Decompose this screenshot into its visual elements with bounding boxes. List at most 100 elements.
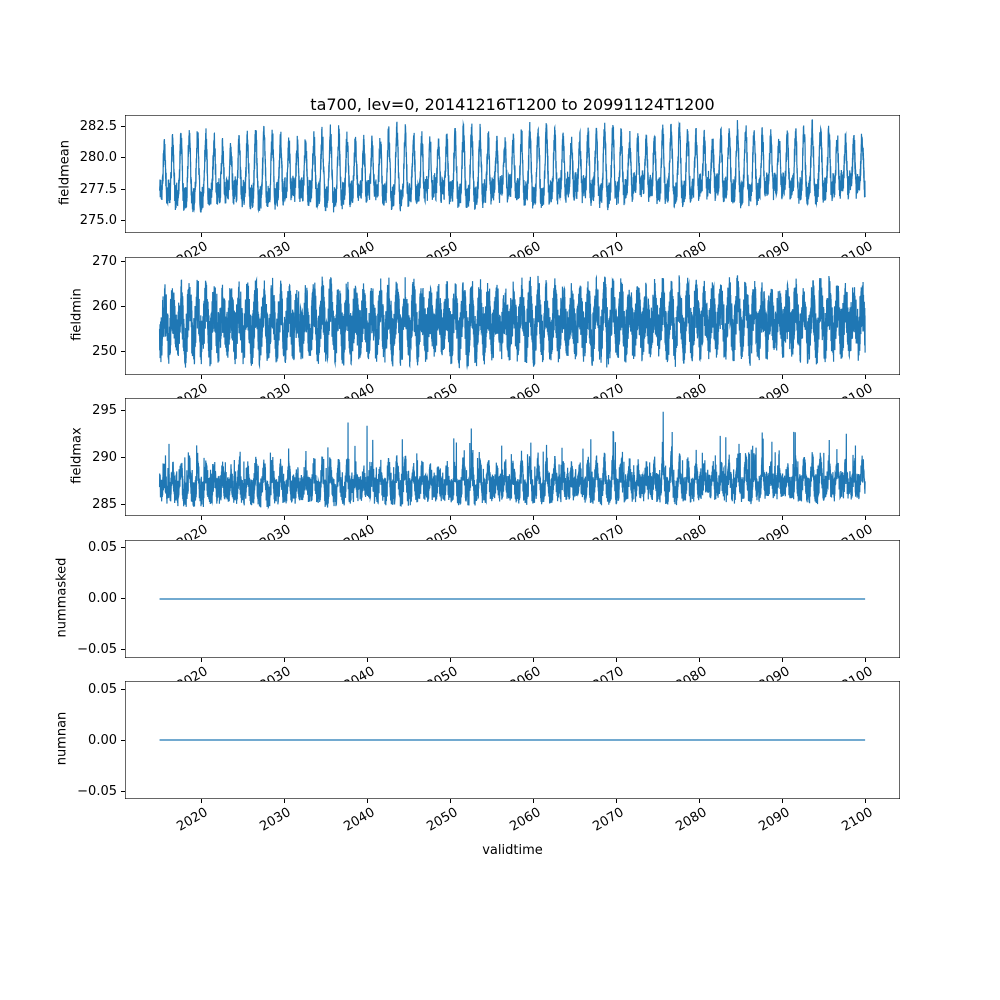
- x-tick: [450, 233, 452, 237]
- y-tick: [121, 306, 125, 308]
- y-tick: [121, 125, 125, 127]
- y-tick: [121, 598, 125, 600]
- x-axis-label: validtime: [482, 843, 543, 858]
- x-tick: [782, 799, 784, 804]
- plot-canvas-fieldmax: [125, 398, 900, 517]
- x-tick: [865, 799, 867, 804]
- x-tick: [450, 657, 452, 662]
- x-tick: [450, 374, 452, 379]
- x-tick: [450, 799, 452, 804]
- y-tick: [121, 261, 125, 263]
- x-tick-label: 2070: [590, 805, 627, 835]
- x-tick: [533, 374, 535, 379]
- x-tick: [699, 657, 701, 662]
- x-tick: [283, 516, 285, 521]
- x-tick-label: 2060: [507, 805, 544, 835]
- y-tick-label: 277.5: [79, 181, 117, 197]
- x-tick: [200, 233, 202, 237]
- x-tick: [533, 657, 535, 662]
- y-tick-label: −0.05: [77, 783, 117, 799]
- plot-canvas-nummasked: [125, 539, 900, 658]
- y-tick: [121, 547, 125, 549]
- y-tick-label: −0.05: [77, 642, 117, 658]
- x-tick: [782, 374, 784, 379]
- y-tick-label: 275.0: [79, 212, 117, 228]
- x-tick: [616, 657, 618, 662]
- x-tick: [200, 799, 202, 804]
- y-tick-label: 290: [92, 449, 117, 465]
- y-tick-label: 260: [92, 299, 117, 315]
- y-label-nummasked: nummasked: [54, 557, 70, 638]
- x-tick: [367, 374, 369, 379]
- plot-canvas-fieldmin: [125, 256, 900, 375]
- y-label-numnan: numnan: [54, 712, 70, 766]
- y-tick: [121, 689, 125, 691]
- x-tick: [200, 657, 202, 662]
- x-tick: [450, 516, 452, 521]
- x-tick-label: 2040: [340, 805, 378, 835]
- x-tick: [616, 374, 618, 379]
- x-tick: [283, 374, 285, 379]
- x-tick: [367, 657, 369, 662]
- x-tick: [782, 657, 784, 662]
- subplot-fieldmax: 285 290 295 fieldmax 2020 2030 2040 2050 2060 207…: [0, 398, 1000, 552]
- x-tick: [283, 799, 285, 804]
- x-tick: [283, 233, 285, 237]
- x-tick: [200, 516, 202, 521]
- x-tick: [699, 516, 701, 521]
- y-tick-label: 0.05: [88, 540, 117, 556]
- x-tick: [200, 374, 202, 379]
- y-tick-label: 280.0: [79, 150, 117, 166]
- y-label-fieldmin: fieldmin: [69, 287, 85, 341]
- x-tick: [865, 657, 867, 662]
- y-tick: [121, 456, 125, 458]
- x-tick: [865, 516, 867, 521]
- y-tick-label: 0.05: [88, 682, 117, 698]
- x-tick-label: 2080: [673, 805, 710, 835]
- figure-title: ta700, lev=0, 20141216T1200 to 20991124T…: [310, 95, 715, 114]
- x-tick: [699, 374, 701, 379]
- x-tick: [865, 374, 867, 379]
- y-tick-label: 285: [92, 496, 117, 512]
- x-tick: [533, 516, 535, 521]
- x-tick: [367, 233, 369, 237]
- x-tick-label: 2030: [257, 805, 294, 835]
- x-tick: [699, 233, 701, 237]
- y-tick: [121, 503, 125, 505]
- y-label-fieldmean: fieldmean: [57, 140, 73, 205]
- x-tick: [367, 516, 369, 521]
- x-tick-label: 2100: [839, 805, 876, 835]
- x-tick: [616, 233, 618, 237]
- y-tick: [121, 409, 125, 411]
- subplot-fieldmin: 250 260 270 fieldmin 2020 2030 2040 2050 2060 207…: [0, 254, 1000, 410]
- x-tick-label: 2020: [174, 805, 211, 835]
- plot-canvas-numnan: [125, 681, 900, 800]
- y-tick-label: 250: [92, 343, 117, 359]
- x-tick: [533, 799, 535, 804]
- y-tick: [121, 790, 125, 792]
- y-tick-label: 0.00: [88, 591, 117, 607]
- plot-canvas-fieldmean: [125, 115, 900, 233]
- y-tick-label: 295: [92, 402, 117, 418]
- y-tick-label: 282.5: [79, 118, 117, 134]
- x-tick: [699, 799, 701, 804]
- y-tick: [121, 219, 125, 221]
- y-tick: [121, 739, 125, 741]
- x-tick-label: 2050: [423, 805, 461, 835]
- subplot-numnan: −0.05 0.00 0.05 numnan 2020 2030 2040 2050 2060 2…: [0, 681, 1000, 835]
- x-tick: [533, 233, 535, 237]
- x-tick: [616, 799, 618, 804]
- y-tick: [121, 157, 125, 159]
- x-tick: [782, 516, 784, 521]
- x-tick-label: 2090: [756, 805, 793, 835]
- y-label-fieldmax: fieldmax: [69, 427, 85, 484]
- y-tick-label: 270: [92, 254, 117, 270]
- y-tick: [121, 350, 125, 352]
- y-tick-label: 0.00: [88, 732, 117, 748]
- y-tick: [121, 188, 125, 190]
- y-tick: [121, 649, 125, 651]
- subplot-fieldmean: 275.0 277.5 280.0 282.5 fieldmean 2020 2030 204…: [0, 115, 1000, 269]
- subplot-nummasked: −0.05 0.00 0.05 nummasked 2020 2030 2040 2050 20…: [0, 539, 1000, 693]
- x-tick: [367, 799, 369, 804]
